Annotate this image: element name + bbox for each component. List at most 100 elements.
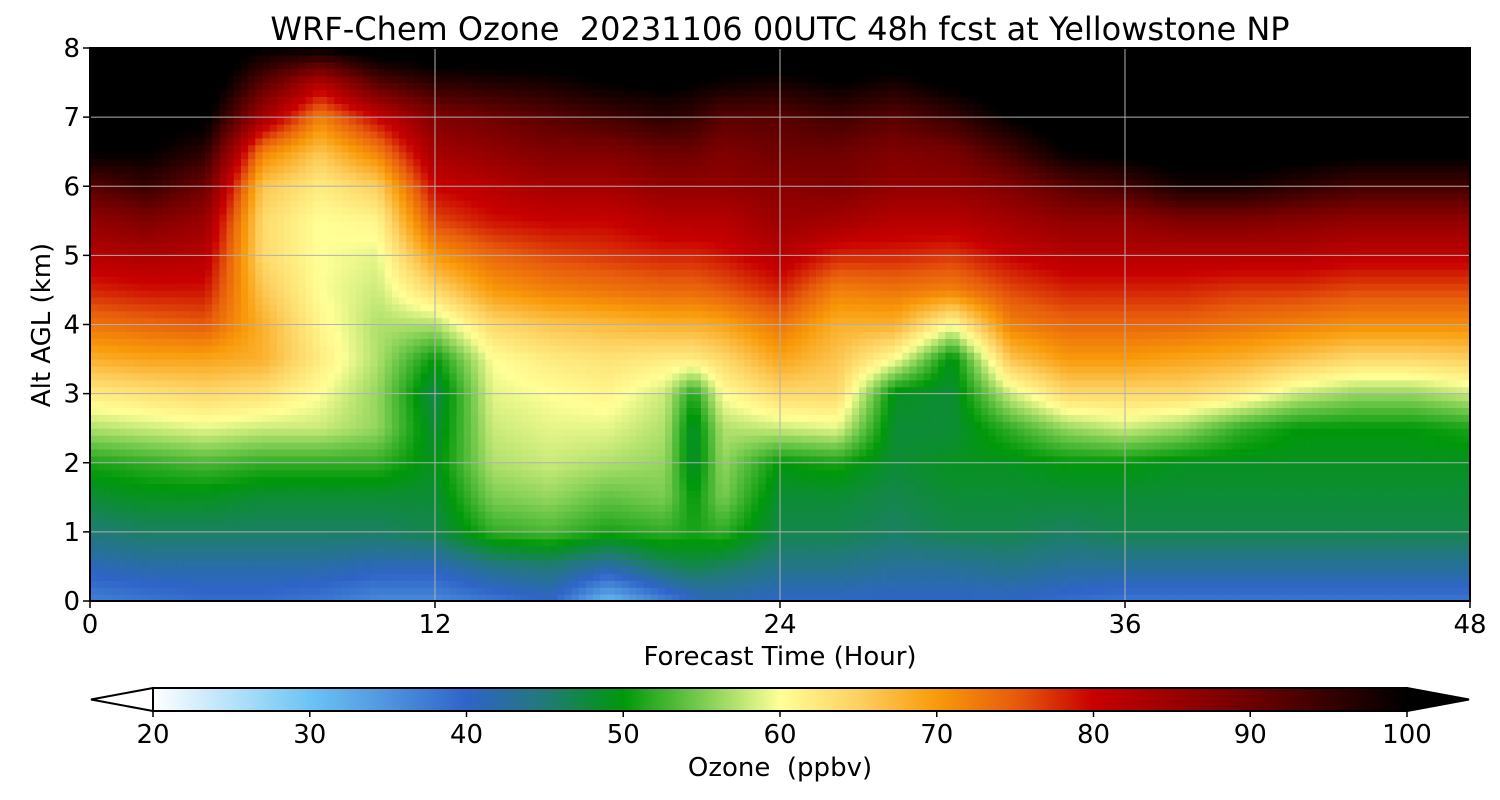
heatmap-cell [205,303,213,312]
heatmap-cell [492,200,501,208]
heatmap-cell [269,234,278,243]
heatmap-cell [104,559,113,568]
heatmap-cell [355,75,364,84]
heatmap-cell [226,206,235,215]
heatmap-cell [298,75,307,84]
heatmap-cell [377,289,386,298]
heatmap-cell [305,296,314,305]
heatmap-cell [363,421,371,429]
heatmap-cell [104,103,113,111]
heatmap-cell [284,331,292,339]
heatmap-cell [154,158,163,167]
heatmap-cell [334,531,343,540]
heatmap-cell [284,448,292,457]
heatmap-cell [463,476,472,485]
heatmap-cell [183,552,192,561]
heatmap-cell [183,442,192,450]
heatmap-cell [348,158,357,167]
heatmap-cell [514,296,522,305]
heatmap-cell [111,117,120,125]
heatmap-cell [427,531,436,540]
heatmap-cell [291,345,300,353]
heatmap-cell [233,54,242,63]
heatmap-cell [226,504,235,512]
heatmap-cell [470,54,479,63]
heatmap-cell [413,414,422,422]
heatmap-cell [320,566,328,574]
heatmap-cell [147,545,156,554]
heatmap-cell [248,352,256,360]
heatmap-cell [97,345,105,353]
heatmap-cell [197,407,206,415]
heatmap-cell [463,54,472,63]
heatmap-cell [140,566,149,574]
heatmap-cell [470,151,479,160]
heatmap-cell [363,248,371,256]
heatmap-cell [348,587,357,595]
heatmap-cell [528,61,537,70]
heatmap-cell [521,538,530,547]
heatmap-cell [125,82,134,91]
heatmap-cell [197,531,206,540]
heatmap-cell [276,587,285,595]
heatmap-cell [97,75,105,84]
heatmap-cell [355,504,364,512]
heatmap-cell [506,580,515,588]
heatmap-cell [320,587,328,595]
heatmap-cell [456,151,465,160]
heatmap-cell [312,518,321,526]
heatmap-cell [514,234,522,243]
heatmap-cell [363,573,371,581]
heatmap-cell [140,421,149,429]
heatmap-cell [154,531,163,540]
heatmap-cell [147,158,156,167]
heatmap-cell [118,511,127,519]
heatmap-cell [291,110,300,118]
heatmap-cell [284,490,292,498]
heatmap-cell [219,435,228,443]
heatmap-cell [341,310,350,319]
heatmap-cell [154,414,163,422]
heatmap-cell [435,130,443,139]
heatmap-cell [521,269,530,277]
heatmap-cell [90,469,98,478]
heatmap-cell [248,552,256,561]
heatmap-cell [334,483,343,491]
heatmap-cell [492,331,501,339]
heatmap-cell [111,200,120,208]
heatmap-cell [499,206,508,215]
heatmap-cell [190,331,199,339]
heatmap-cell [276,61,285,70]
heatmap-cell [413,48,422,56]
heatmap-cell [391,359,400,367]
heatmap-cell [413,324,422,333]
heatmap-cell [499,75,508,84]
heatmap-cell [169,269,177,277]
heatmap-cell [399,117,407,125]
heatmap-cell [262,234,271,243]
heatmap-cell [269,428,278,436]
heatmap-cell [269,524,278,533]
heatmap-cell [327,379,335,388]
heatmap-cell [506,407,515,415]
heatmap-cell [284,172,292,180]
heatmap-cell [442,213,450,222]
heatmap-cell [348,48,357,56]
heatmap-cell [355,552,364,561]
heatmap-cell [456,296,465,305]
heatmap-cell [248,338,256,346]
heatmap-cell [427,455,436,464]
heatmap-cell [413,186,422,194]
heatmap-cell [226,497,235,505]
heatmap-cell [190,559,199,568]
heatmap-cell [284,476,292,485]
heatmap-cell [463,538,472,547]
heatmap-cell [463,172,472,180]
heatmap-cell [377,559,386,568]
heatmap-cell [169,158,177,167]
heatmap-cell [406,504,415,512]
heatmap-cell [176,213,185,222]
heatmap-cell [240,255,249,263]
heatmap-cell [118,559,127,568]
heatmap-cell [298,206,307,215]
